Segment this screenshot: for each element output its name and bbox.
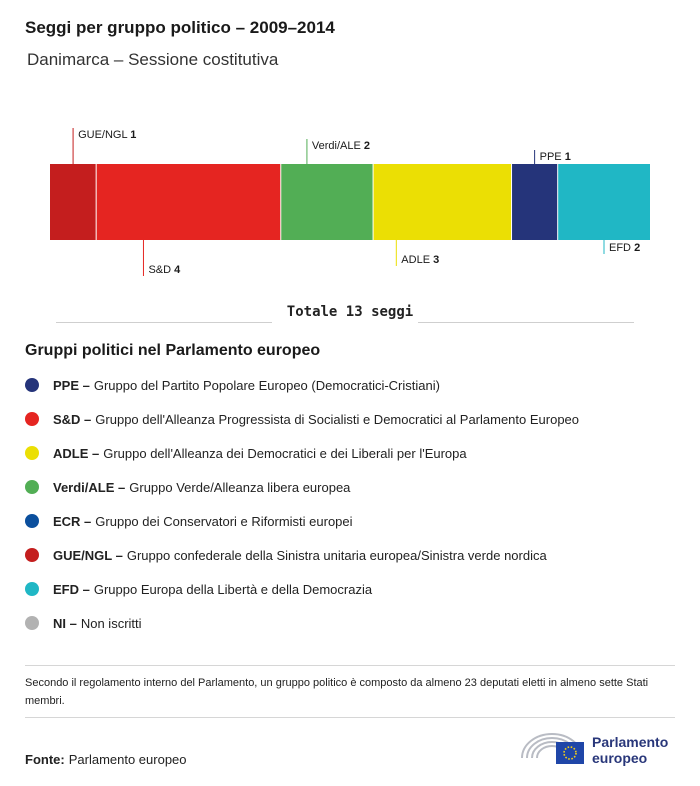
bar-segment-guengl: [50, 164, 97, 240]
footnote: Secondo il regolamento interno del Parla…: [25, 677, 649, 707]
data-label: PPE 1: [540, 151, 571, 163]
data-label-value: 3: [433, 254, 439, 266]
data-label-group: S&D: [148, 264, 174, 276]
legend-abbr: S&D –: [53, 411, 92, 427]
data-label-value: 1: [130, 129, 136, 141]
logo-line-2: europeo: [592, 750, 648, 766]
bar-segment-ppe: [511, 164, 558, 240]
data-label-group: EFD: [609, 242, 634, 254]
source-label: Fonte:: [25, 752, 65, 767]
total-seats-label: Totale 13 seggi: [286, 304, 414, 320]
source-text: Parlamento europeo: [68, 752, 187, 767]
legend-swatch: [25, 480, 39, 494]
legend-title: Gruppi politici nel Parlamento europeo: [25, 342, 321, 359]
legend-item: EFD – Gruppo Europa della Libertà e della…: [25, 572, 579, 606]
data-label-group: GUE/NGL: [78, 129, 130, 141]
hemicycle-flag-icon: [521, 733, 584, 764]
legend-item: ECR – Gruppo dei Conservatori e Riformist…: [25, 504, 579, 538]
data-label-group: PPE: [540, 151, 565, 163]
legend-swatch: [25, 616, 39, 630]
legend-item: GUE/NGL – Gruppo confederale della Sinist…: [25, 538, 579, 572]
bar-segment-sd: [96, 164, 281, 240]
bar-segment-verdiale: [280, 164, 374, 240]
data-label-value: 2: [634, 242, 640, 254]
source-line: Fonte: Parlamento europeo: [25, 752, 187, 767]
legend-abbr: NI –: [53, 615, 77, 631]
legend-desc: Gruppo dell'Alleanza dei Democratici e d…: [103, 445, 467, 461]
data-label: EFD 2: [609, 242, 640, 254]
logo-line-1: Parlamento: [592, 734, 669, 750]
legend-desc: Gruppo del Partito Popolare Europeo (Dem…: [93, 377, 440, 393]
legend-desc: Non iscritti: [80, 615, 142, 631]
legend-item: S&D – Gruppo dell'Alleanza Progressista d…: [25, 402, 579, 436]
legend-abbr: EFD –: [53, 581, 90, 597]
legend-item: NI – Non iscritti: [25, 606, 579, 640]
data-label-group: Verdi/ALE: [312, 140, 364, 152]
legend-list: PPE – Gruppo del Partito Popolare Europeo…: [25, 368, 579, 640]
data-label-value: 2: [364, 140, 370, 152]
bar-segment-adle: [373, 164, 512, 240]
legend-desc: Gruppo Europa della Libertà e della Demo…: [93, 581, 373, 597]
data-label-value: 1: [565, 151, 571, 163]
legend-abbr: GUE/NGL –: [53, 547, 123, 563]
stacked-bar-chart: GUE/NGL 1 S&D 4 Verdi/ALE 2 ADLE 3 PPE 1 EFD …: [50, 128, 650, 276]
legend-desc: Gruppo dei Conservatori e Riformisti eur…: [95, 513, 353, 529]
data-label: GUE/NGL 1: [78, 129, 136, 141]
chart-subtitle: Danimarca – Sessione costitutiva: [27, 50, 279, 69]
legend-abbr: ADLE –: [53, 445, 100, 461]
legend-swatch: [25, 548, 39, 562]
data-label: S&D 4: [148, 264, 181, 276]
legend-swatch: [25, 582, 39, 596]
european-parliament-logo[interactable]: Parlamento europeo: [520, 728, 680, 768]
total-divider-left: [56, 322, 272, 323]
legend-desc: Gruppo confederale della Sinistra unitar…: [126, 547, 547, 563]
legend-item: PPE – Gruppo del Partito Popolare Europeo…: [25, 368, 579, 402]
data-label-value: 4: [174, 264, 181, 276]
legend-swatch: [25, 446, 39, 460]
legend-abbr: PPE –: [53, 377, 90, 393]
divider-bottom: [25, 717, 675, 718]
legend-swatch: [25, 514, 39, 528]
total-section: Totale 13 seggi: [0, 300, 700, 342]
data-label-group: ADLE: [401, 254, 433, 266]
legend-abbr: ECR –: [53, 513, 92, 529]
legend-swatch: [25, 412, 39, 426]
legend-desc: Gruppo dell'Alleanza Progressista di Soc…: [95, 411, 580, 427]
data-label: ADLE 3: [401, 254, 439, 266]
total-divider-right: [418, 322, 634, 323]
data-label: Verdi/ALE 2: [312, 140, 370, 152]
divider-top: [25, 665, 675, 666]
bar-segment-efd: [557, 164, 650, 240]
chart-title: Seggi per gruppo politico – 2009–2014: [25, 18, 335, 37]
legend-abbr: Verdi/ALE –: [53, 479, 126, 495]
legend-item: ADLE – Gruppo dell'Alleanza dei Democrati…: [25, 436, 579, 470]
legend-item: Verdi/ALE – Gruppo Verde/Alleanza libera …: [25, 470, 579, 504]
legend-swatch: [25, 378, 39, 392]
legend-desc: Gruppo Verde/Alleanza libera europea: [129, 479, 351, 495]
